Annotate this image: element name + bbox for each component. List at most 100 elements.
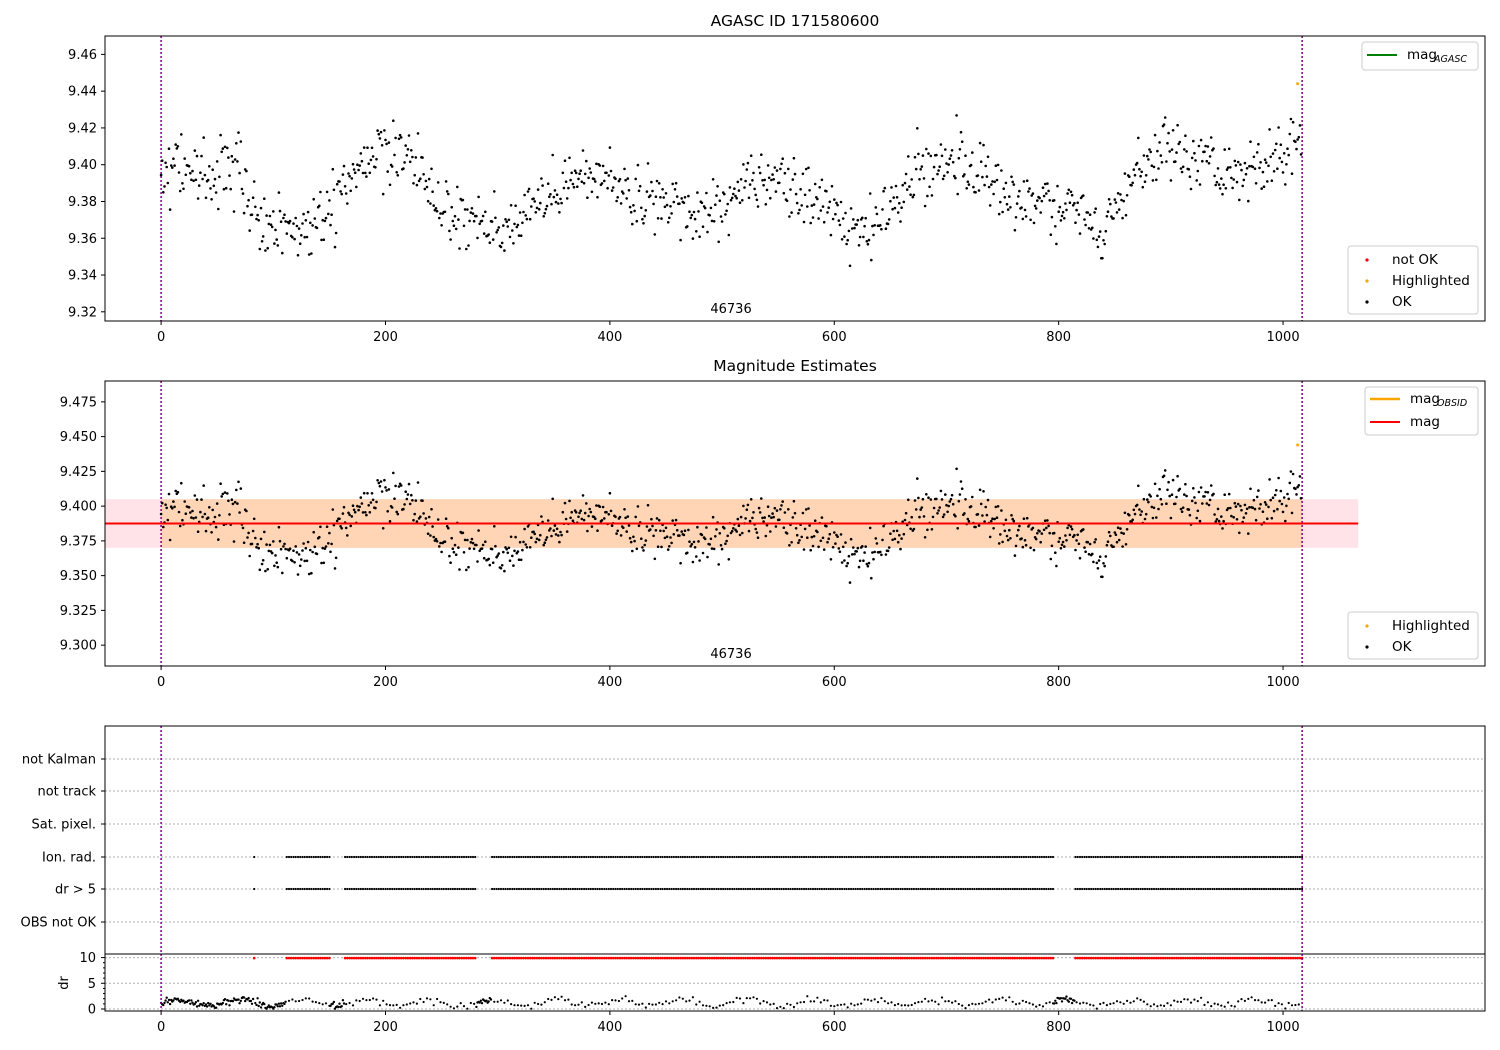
flag-point-dr5: [841, 887, 844, 891]
flag-point-dr5: [449, 887, 452, 891]
data-point-ok: [803, 527, 807, 531]
data-point-ok: [701, 551, 705, 555]
data-point-ok: [408, 160, 412, 164]
data-point-ok: [1197, 490, 1201, 494]
data-point-ok: [454, 227, 458, 231]
data-point-ok: [1217, 519, 1221, 523]
flag-point-dr5: [1114, 887, 1117, 891]
flag-point-ion-rad: [968, 855, 972, 859]
dr-point: [839, 1003, 843, 1006]
data-point-ok: [175, 147, 179, 150]
dr-clipped-point: [807, 956, 810, 960]
data-point-ok: [471, 212, 475, 215]
data-point-ok: [456, 185, 459, 189]
dr-point: [695, 1003, 698, 1006]
dr-clipped-point: [402, 956, 405, 960]
dr-clipped-point: [769, 956, 772, 960]
data-point-ok: [1011, 517, 1014, 521]
flag-point-dr5: [863, 887, 866, 891]
data-point-ok: [1198, 183, 1202, 186]
data-point-ok: [502, 550, 505, 554]
dr-point: [722, 1004, 725, 1007]
dr-clipped-point: [679, 956, 682, 960]
data-point-ok: [500, 241, 504, 245]
data-point-ok: [965, 187, 968, 190]
flag-point-dr5: [438, 887, 441, 891]
data-point-ok: [563, 501, 567, 505]
flag-point-ion-rad: [847, 855, 851, 859]
data-point-ok: [1198, 519, 1202, 523]
data-point-ok: [387, 141, 391, 144]
data-point-ok: [472, 219, 476, 223]
dr-point: [1183, 998, 1186, 1001]
dr-clipped-point: [932, 956, 936, 960]
dr-clipped-point: [688, 956, 691, 960]
data-point-ok: [1206, 491, 1210, 494]
data-point-ok: [767, 514, 771, 518]
dr-clipped-point: [632, 956, 635, 960]
flag-point-dr5: [836, 887, 839, 891]
data-point-ok: [534, 211, 538, 214]
data-point-ok: [1024, 215, 1028, 218]
data-point-ok: [1286, 492, 1289, 496]
flag-point-dr5: [773, 887, 776, 891]
data-point-ok: [651, 524, 654, 528]
flag-point-ion-rad: [1013, 855, 1017, 859]
flag-point-dr5: [717, 887, 720, 891]
dr-clipped-point: [1255, 956, 1259, 960]
dr-point: [533, 1001, 536, 1004]
data-point-ok: [1048, 531, 1051, 535]
flag-point-dr5: [663, 887, 667, 891]
flag-point-ion-rad: [361, 855, 365, 859]
data-point-ok: [1102, 239, 1105, 242]
flag-point-ion-rad: [661, 855, 664, 859]
data-point-ok: [361, 511, 365, 514]
flag-point-dr5: [471, 887, 475, 891]
dr-point: [634, 1003, 637, 1006]
data-point-ok: [798, 539, 801, 542]
dr-point: [836, 1004, 839, 1007]
dr-clipped-point: [1112, 956, 1115, 960]
flag-point-dr5: [1175, 887, 1178, 891]
data-point-ok: [461, 531, 465, 535]
dr-clipped-point: [919, 956, 922, 960]
flag-point-ion-rad: [719, 855, 723, 859]
dr-clipped-point: [834, 956, 837, 960]
flag-point-dr5: [753, 887, 756, 891]
data-point-ok: [889, 532, 892, 535]
data-point-ok: [381, 192, 385, 196]
data-point-ok: [493, 525, 496, 528]
flag-point-dr5: [292, 887, 295, 891]
flag-point-ion-rad: [460, 855, 463, 859]
flag-point-dr5: [984, 887, 987, 891]
data-point-ok: [160, 501, 164, 505]
dr-point: [1014, 1003, 1018, 1006]
data-point-ok: [640, 206, 643, 210]
data-point-ok: [881, 538, 884, 542]
flag-point-ion-rad: [614, 855, 617, 859]
data-point-ok: [999, 533, 1002, 536]
dr-point: [1109, 1002, 1112, 1006]
data-point-ok: [366, 146, 369, 149]
flag-point-ion-rad: [675, 855, 678, 859]
flag-point-dr5: [1220, 887, 1223, 891]
dr-point: [547, 997, 550, 1001]
data-point-ok: [1299, 497, 1303, 500]
data-point-ok: [463, 538, 467, 542]
data-point-ok: [831, 545, 835, 549]
flag-point-ion-rad: [377, 855, 380, 859]
dr-point: [209, 1002, 212, 1005]
data-point-ok: [1042, 194, 1046, 198]
data-point-ok: [1238, 531, 1241, 535]
data-point-ok: [808, 524, 811, 527]
dr-clipped-point: [1213, 956, 1216, 960]
data-point-ok: [484, 540, 487, 543]
data-point-ok: [1022, 180, 1026, 183]
dr-point: [196, 999, 200, 1002]
data-point-ok: [533, 532, 536, 536]
dr-clipped-point: [546, 956, 550, 960]
data-point-ok: [807, 507, 810, 510]
dr-clipped-point: [836, 956, 839, 960]
dr-point: [194, 1001, 198, 1004]
dr-point: [267, 1004, 270, 1007]
